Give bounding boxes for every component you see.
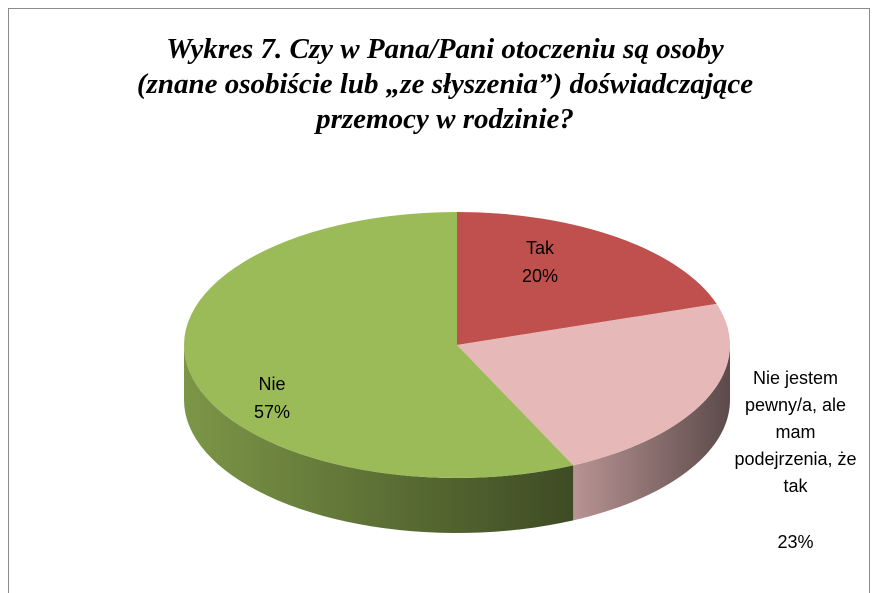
chart-frame [8, 8, 870, 593]
chart-title: Wykres 7. Czy w Pana/Pani otoczeniu są o… [136, 33, 754, 135]
slice-side [184, 345, 574, 533]
value-label: 23% [777, 532, 814, 552]
slice [457, 212, 717, 345]
category-label: Nie [258, 374, 286, 394]
value-label: 57% [253, 402, 291, 422]
slice-side [573, 345, 730, 521]
category-label: Nie jestem pewny/a, ale mam podejrzenia,… [734, 368, 857, 496]
value-label: 20% [521, 266, 559, 286]
category-label: Tak [525, 238, 554, 258]
slice [457, 303, 730, 466]
slice [184, 212, 574, 478]
